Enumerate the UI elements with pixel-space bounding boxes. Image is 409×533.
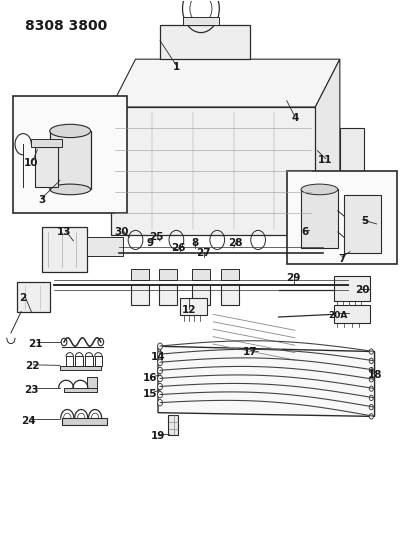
Polygon shape: [160, 25, 249, 59]
Text: 19: 19: [151, 431, 165, 441]
Polygon shape: [300, 189, 337, 248]
Polygon shape: [182, 17, 219, 25]
Ellipse shape: [300, 184, 337, 195]
Text: 26: 26: [171, 243, 185, 253]
Text: 22: 22: [25, 361, 39, 372]
Circle shape: [157, 400, 162, 406]
Text: 16: 16: [142, 373, 157, 383]
Bar: [130, 284, 148, 305]
Circle shape: [369, 358, 373, 364]
Circle shape: [157, 359, 162, 366]
Polygon shape: [111, 59, 339, 107]
Circle shape: [369, 367, 373, 373]
Text: 10: 10: [24, 158, 38, 168]
Bar: [159, 284, 177, 305]
Bar: [286, 171, 396, 264]
Polygon shape: [60, 367, 101, 370]
Polygon shape: [157, 346, 374, 416]
Circle shape: [369, 405, 373, 410]
Ellipse shape: [49, 184, 90, 195]
Circle shape: [157, 391, 162, 398]
Polygon shape: [168, 415, 178, 435]
Polygon shape: [49, 131, 90, 189]
Polygon shape: [111, 107, 315, 235]
Polygon shape: [17, 282, 49, 312]
Bar: [343, 181, 360, 208]
Circle shape: [369, 395, 373, 400]
Bar: [191, 284, 209, 305]
Text: 30: 30: [114, 227, 128, 237]
Circle shape: [157, 375, 162, 382]
Bar: [220, 284, 238, 305]
Circle shape: [369, 377, 373, 382]
Text: 15: 15: [142, 389, 157, 399]
Text: 28: 28: [228, 238, 242, 247]
Circle shape: [157, 343, 162, 350]
Polygon shape: [31, 139, 62, 147]
Text: 20: 20: [354, 286, 369, 295]
Text: 6: 6: [301, 227, 308, 237]
Polygon shape: [41, 227, 86, 272]
Text: 7: 7: [337, 254, 345, 263]
Text: 8: 8: [191, 238, 198, 247]
Text: 18: 18: [366, 370, 381, 381]
Text: 1: 1: [172, 62, 180, 72]
Text: 12: 12: [181, 305, 196, 315]
Circle shape: [369, 386, 373, 391]
Ellipse shape: [49, 124, 90, 138]
Polygon shape: [86, 377, 97, 387]
Bar: [180, 298, 207, 316]
Text: 24: 24: [21, 416, 36, 426]
Polygon shape: [35, 147, 58, 187]
Circle shape: [369, 349, 373, 354]
Polygon shape: [64, 387, 97, 392]
Text: 11: 11: [317, 155, 332, 165]
Text: 5: 5: [360, 216, 367, 227]
Polygon shape: [159, 269, 177, 280]
Text: 20A: 20A: [327, 311, 347, 320]
Text: 25: 25: [148, 232, 163, 243]
Bar: [13, 96, 127, 213]
Polygon shape: [62, 418, 107, 425]
Text: 27: 27: [195, 248, 210, 258]
Polygon shape: [130, 269, 148, 280]
Polygon shape: [343, 195, 380, 253]
Polygon shape: [339, 128, 364, 171]
Circle shape: [369, 414, 373, 419]
Polygon shape: [220, 269, 238, 280]
Circle shape: [157, 383, 162, 390]
Text: 9: 9: [146, 238, 153, 247]
Circle shape: [157, 351, 162, 358]
Text: 2: 2: [20, 293, 27, 303]
Bar: [333, 276, 370, 301]
Polygon shape: [86, 237, 123, 256]
Circle shape: [157, 367, 162, 374]
Text: 3: 3: [38, 195, 45, 205]
Text: 8308 3800: 8308 3800: [25, 19, 107, 33]
Polygon shape: [191, 269, 209, 280]
Text: 21: 21: [28, 338, 43, 349]
Text: 13: 13: [56, 227, 71, 237]
Text: 23: 23: [24, 385, 38, 395]
Text: 14: 14: [151, 352, 165, 362]
Polygon shape: [315, 59, 339, 235]
Text: 17: 17: [242, 346, 256, 357]
Text: 4: 4: [290, 112, 298, 123]
Bar: [333, 305, 370, 324]
Text: 29: 29: [285, 273, 299, 283]
